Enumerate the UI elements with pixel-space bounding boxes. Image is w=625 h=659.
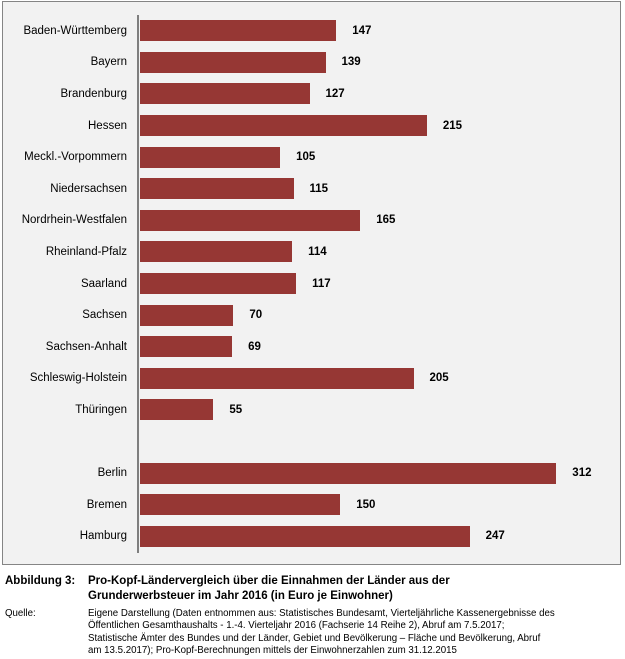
source-row: Quelle: Eigene Darstellung (Daten entnom… (0, 608, 625, 657)
category-label: Rheinland-Pfalz (45, 245, 127, 258)
figure-label: Abbildung 3: (5, 575, 76, 587)
source-line-4: am 13.5.2017); Pro-Kopf-Berechnungen mit… (88, 644, 457, 656)
bar (140, 146, 281, 168)
value-label: 69 (248, 340, 261, 353)
chart-row: Bremen 150 (3, 489, 620, 521)
value-label: 115 (309, 182, 329, 195)
bar (140, 20, 337, 42)
figure-title-line-1: Pro-Kopf-Ländervergleich über die Einnah… (88, 575, 450, 587)
figure-title-line-2: Grunderwerbsteuer im Jahr 2016 (in Euro … (88, 590, 393, 602)
chart-row: Hessen 215 (3, 110, 620, 142)
value-label: 312 (572, 467, 592, 480)
bar (140, 51, 326, 73)
value-label: 165 (376, 214, 396, 227)
category-label: Bremen (86, 498, 127, 511)
chart-row: Nordrhein-Westfalen 165 (3, 205, 620, 237)
chart-row: Rheinland-Pfalz 114 (3, 236, 620, 268)
value-label: 55 (229, 403, 243, 416)
category-label: Saarland (80, 277, 127, 290)
bar (140, 399, 214, 421)
category-label: Schleswig-Holstein (29, 372, 127, 385)
category-label: Sachsen (82, 309, 127, 322)
chart-row: Thüringen 55 (3, 394, 620, 426)
bar (140, 115, 427, 137)
bar (140, 336, 233, 358)
source-line-3: Statistische Ämter des Bundes und der Lä… (88, 632, 541, 644)
chart-row: Sachsen-Anhalt 69 (3, 331, 620, 363)
source-line-1: Eigene Darstellung (Daten entnommen aus:… (88, 608, 555, 619)
category-label: Sachsen-Anhalt (45, 340, 127, 353)
chart-row: Schleswig-Holstein 205 (3, 363, 620, 395)
bar (140, 178, 294, 200)
category-label: Niedersachsen (50, 182, 127, 195)
chart-row: Hamburg 247 (3, 521, 620, 553)
bar-chart: Baden-Württemberg 147 Bayern 139 Brandenburg… (2, 1, 621, 565)
bar (140, 209, 361, 231)
category-axis-line (137, 15, 139, 553)
source-text: Eigene Darstellung (Daten entnommen aus:… (88, 608, 625, 657)
figure-caption: Abbildung 3: Pro-Kopf-Ländervergleich üb… (0, 570, 625, 657)
plot-rows: Baden-Württemberg 147 Bayern 139 Brandenburg… (3, 15, 620, 552)
value-label: 215 (442, 119, 463, 132)
source-label: Quelle: (5, 608, 36, 619)
value-label: 70 (249, 309, 263, 322)
category-label: Hessen (88, 119, 127, 132)
value-label: 147 (352, 24, 372, 37)
chart-row: Brandenburg 127 (3, 78, 620, 110)
value-label: 205 (429, 372, 449, 385)
category-label: Berlin (97, 467, 127, 480)
value-label: 127 (325, 87, 345, 100)
category-label: Meckl.-Vorpommern (24, 151, 127, 164)
bar (140, 462, 557, 484)
source-line-2: Öffentlichen Gesamthaushalts - 1.-4. Vie… (88, 620, 505, 632)
chart-row: Saarland 117 (3, 268, 620, 300)
bar (140, 241, 293, 263)
figure-title-row: Abbildung 3: Pro-Kopf-Ländervergleich üb… (0, 574, 625, 604)
chart-row: Sachsen 70 (3, 299, 620, 331)
bar (140, 367, 414, 389)
category-label: Bayern (90, 56, 127, 69)
value-label: 247 (485, 530, 505, 543)
value-label: 139 (341, 56, 361, 69)
chart-row: Bayern 139 (3, 47, 620, 79)
category-label: Thüringen (75, 403, 127, 416)
category-label: Hamburg (79, 530, 127, 543)
chart-row: Baden-Württemberg 147 (3, 15, 620, 47)
chart-row: Meckl.-Vorpommern 105 (3, 141, 620, 173)
value-label: 105 (296, 151, 316, 164)
value-label: 114 (308, 245, 327, 258)
value-label: 117 (312, 277, 331, 290)
figure-title: Pro-Kopf-Ländervergleich über die Einnah… (88, 574, 625, 604)
category-label: Baden-Württemberg (23, 24, 127, 37)
chart-row: Berlin 312 (3, 457, 620, 489)
value-label: 150 (356, 498, 376, 511)
bar (140, 83, 310, 105)
category-label: Nordrhein-Westfalen (21, 214, 127, 227)
bar (140, 525, 470, 547)
bar (140, 304, 234, 326)
category-label: Brandenburg (60, 87, 128, 100)
bar (140, 273, 297, 295)
group-spacer-row (3, 426, 620, 458)
chart-row: Niedersachsen 115 (3, 173, 620, 205)
bar (140, 494, 341, 516)
